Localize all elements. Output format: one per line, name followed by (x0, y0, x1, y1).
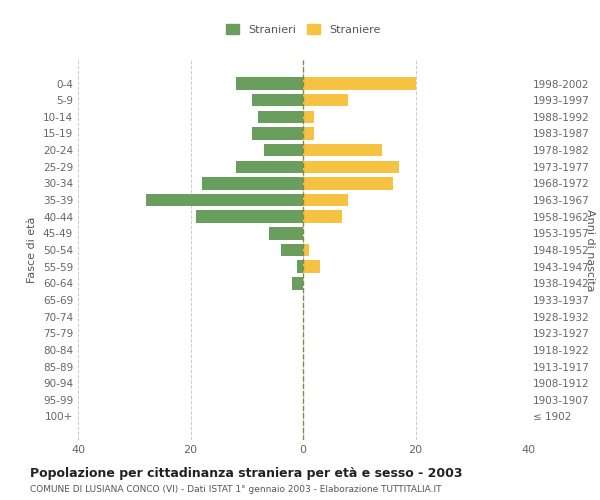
Text: COMUNE DI LUSIANA CONCO (VI) - Dati ISTAT 1° gennaio 2003 - Elaborazione TUTTITA: COMUNE DI LUSIANA CONCO (VI) - Dati ISTA… (30, 485, 442, 494)
Y-axis label: Fasce di età: Fasce di età (28, 217, 37, 283)
Bar (269, 227, 303, 239)
Bar (202, 177, 303, 190)
Bar (196, 210, 303, 223)
Bar (303, 244, 308, 256)
Bar (303, 194, 348, 206)
Bar (235, 78, 303, 90)
Bar (253, 94, 303, 106)
Bar (303, 94, 348, 106)
Bar (258, 110, 303, 123)
Legend: Stranieri, Straniere: Stranieri, Straniere (221, 20, 385, 40)
Bar (303, 260, 320, 273)
Bar (281, 244, 303, 256)
Bar (146, 194, 303, 206)
Bar (298, 260, 303, 273)
Bar (303, 110, 314, 123)
Bar (303, 160, 398, 173)
Bar (292, 277, 303, 289)
Text: Popolazione per cittadinanza straniera per età e sesso - 2003: Popolazione per cittadinanza straniera p… (30, 468, 463, 480)
Bar (303, 127, 314, 140)
Bar (303, 78, 415, 90)
Bar (303, 210, 343, 223)
Bar (303, 177, 393, 190)
Bar (253, 127, 303, 140)
Bar (235, 160, 303, 173)
Bar (303, 144, 382, 156)
Bar (263, 144, 303, 156)
Y-axis label: Anni di nascita: Anni di nascita (585, 209, 595, 291)
